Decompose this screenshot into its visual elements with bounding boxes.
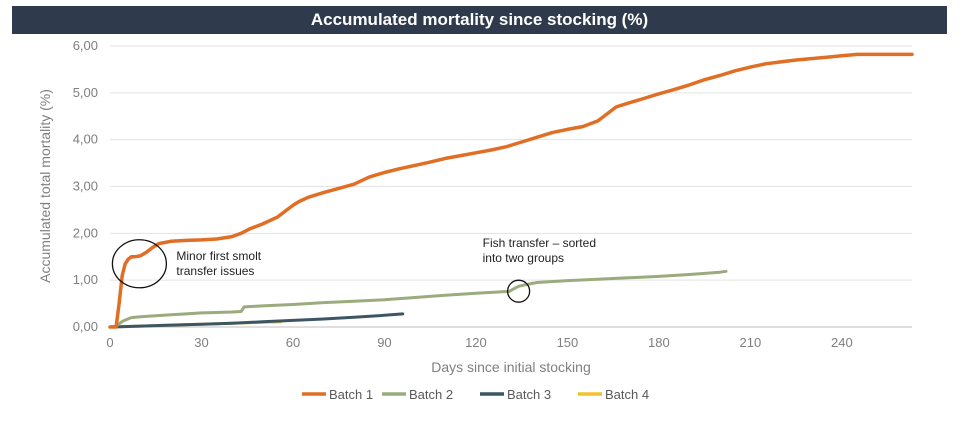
y-tick-label: 1,00 (73, 272, 98, 287)
legend-label: Batch 1 (329, 387, 373, 402)
annotation-text: transfer issues (176, 264, 254, 278)
legend-label: Batch 4 (605, 387, 649, 402)
x-tick-label: 240 (831, 335, 853, 350)
annotation-text: Minor first smolt (176, 249, 261, 263)
series-line-batch-1 (108, 52, 914, 329)
y-axis-title: Accumulated total mortality (%) (37, 89, 53, 283)
y-tick-label: 5,00 (73, 85, 98, 100)
annotation-circle (506, 279, 531, 303)
x-tick-label: 150 (557, 335, 579, 350)
x-tick-label: 90 (377, 335, 391, 350)
x-tick-label: 60 (286, 335, 300, 350)
annotation-text: into two groups (483, 251, 564, 265)
series-line-batch-2 (108, 269, 728, 329)
chart-title: Accumulated mortality since stocking (%) (12, 6, 947, 34)
y-tick-label: 6,00 (73, 38, 98, 53)
legend-label: Batch 3 (507, 387, 551, 402)
y-tick-label: 2,00 (73, 225, 98, 240)
annotation-text: Fish transfer – sorted (483, 236, 596, 250)
x-axis-title: Days since initial stocking (431, 359, 591, 375)
x-tick-label: 180 (648, 335, 670, 350)
x-tick-label: 30 (194, 335, 208, 350)
x-tick-label: 0 (106, 335, 113, 350)
legend-label: Batch 2 (409, 387, 453, 402)
y-tick-label: 4,00 (73, 132, 98, 147)
y-tick-label: 3,00 (73, 179, 98, 194)
x-tick-label: 210 (740, 335, 762, 350)
annotation-circle (111, 239, 168, 289)
y-tick-label: 0,00 (73, 319, 98, 334)
x-tick-label: 120 (465, 335, 487, 350)
series-line-batch-3 (108, 312, 405, 329)
